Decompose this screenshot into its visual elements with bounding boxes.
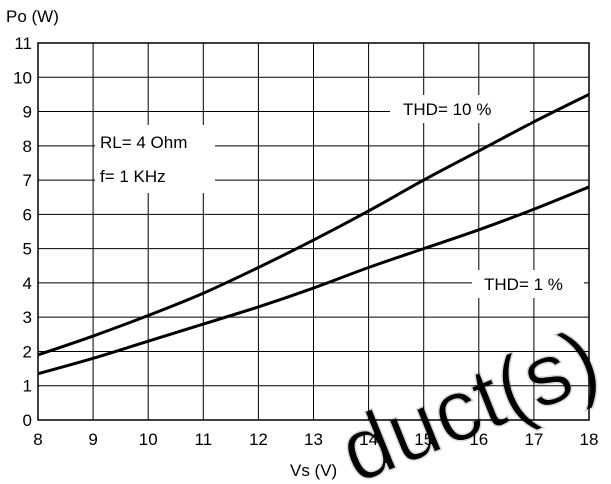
x-axis-title: Vs (V) [290,461,337,480]
x-tick-label: 11 [194,430,212,449]
label-mask-thd10 [390,95,530,123]
y-tick-label: 6 [23,205,32,224]
y-tick-label: 7 [23,171,32,190]
y-tick-label: 9 [23,103,32,122]
x-tick-label: 15 [414,430,433,449]
conditions-mask [95,125,215,193]
x-tick-labels: 8 9 10 11 12 13 14 15 16 17 18 [33,430,598,449]
y-tick-label: 5 [23,240,32,259]
x-tick-label: 17 [524,430,543,449]
y-tick-label: 4 [23,274,32,293]
x-tick-label: 18 [580,430,599,449]
y-tick-label: 0 [23,411,32,430]
condition-rl: RL= 4 Ohm [100,133,187,152]
series-label-thd10: THD= 10 % [403,100,491,119]
y-tick-label: 8 [23,137,32,156]
label-mask-thd1 [472,270,584,298]
grid [38,43,589,420]
y-tick-label: 1 [23,377,32,396]
y-tick-label: 10 [13,68,32,87]
series-line-0 [37,93,590,357]
plot-frame [37,42,590,421]
x-tick-label: 12 [249,430,268,449]
y-axis-title: Po (W) [6,7,59,26]
y-tick-labels: 0 1 2 3 4 5 6 7 8 9 10 11 [13,34,32,430]
x-tick-label: 8 [33,430,42,449]
x-tick-label: 14 [359,430,378,449]
y-tick-label: 2 [23,342,32,361]
series-label-thd1: THD= 1 % [484,275,563,294]
x-tick-label: 16 [469,430,488,449]
y-tick-label: 11 [14,34,32,53]
condition-f: f= 1 KHz [100,167,166,186]
x-tick-label: 9 [88,430,97,449]
y-tick-label: 3 [23,308,32,327]
x-tick-label: 10 [139,430,158,449]
series-line-1 [37,185,590,376]
series-layer [37,93,590,376]
x-tick-label: 13 [304,430,323,449]
